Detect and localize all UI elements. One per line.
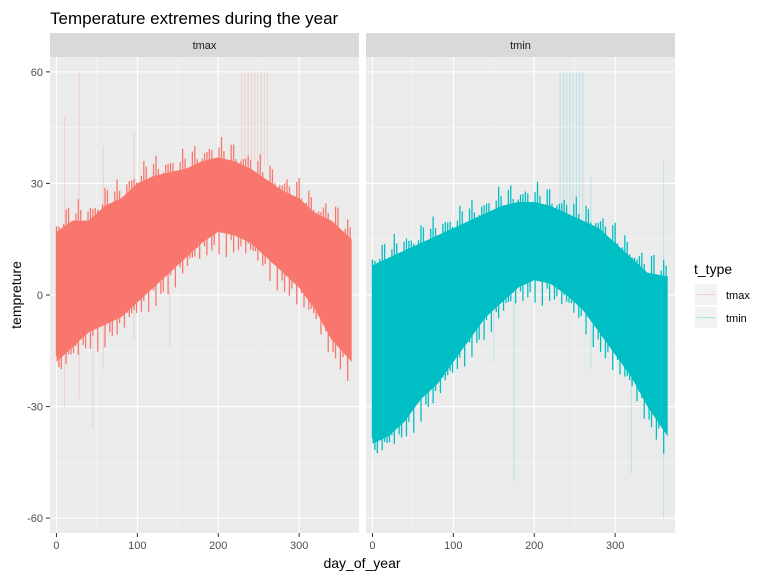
x-tick-label: 100: [444, 540, 462, 552]
legend-label-tmin: tmin: [726, 313, 747, 325]
x-axis-title: day_of_year: [323, 555, 400, 571]
y-axis: -60 -30 0 30 60: [27, 67, 50, 525]
y-axis-title: tempreture: [8, 261, 24, 329]
data-marks: [55, 71, 352, 429]
y-tick-label: 60: [31, 67, 43, 79]
y-tick-label: -30: [27, 402, 43, 414]
legend: t_type tmax tmin: [694, 261, 750, 328]
y-tick-label: 0: [37, 290, 43, 302]
x-tick-label: 0: [369, 540, 375, 552]
x-tick-label: 100: [128, 540, 146, 552]
x-tick-label: 0: [53, 540, 59, 552]
x-tick-label: 300: [290, 540, 308, 552]
data-marks: [371, 71, 668, 519]
x-axis-tmax: 0 100 200 300: [53, 533, 308, 552]
facet-tmax: tmax: [50, 33, 359, 533]
facet-tmin: tmin: [366, 33, 675, 533]
y-tick-label: 30: [31, 178, 43, 190]
chart-title: Temperature extremes during the year: [50, 9, 339, 28]
legend-key-tmax: [695, 284, 717, 305]
x-tick-label: 200: [209, 540, 227, 552]
legend-key-tmin: [695, 307, 717, 328]
strip-label: tmin: [510, 40, 531, 52]
x-axis-tmin: 0 100 200 300: [369, 533, 624, 552]
x-tick-label: 300: [606, 540, 624, 552]
strip-label: tmax: [193, 40, 217, 52]
strip-background: [50, 33, 359, 57]
x-tick-label: 200: [525, 540, 543, 552]
y-tick-label: -60: [27, 513, 43, 525]
legend-title: t_type: [694, 261, 732, 277]
strip-background: [366, 33, 675, 57]
legend-entries: tmax tmin: [695, 284, 750, 328]
legend-label-tmax: tmax: [726, 290, 750, 302]
